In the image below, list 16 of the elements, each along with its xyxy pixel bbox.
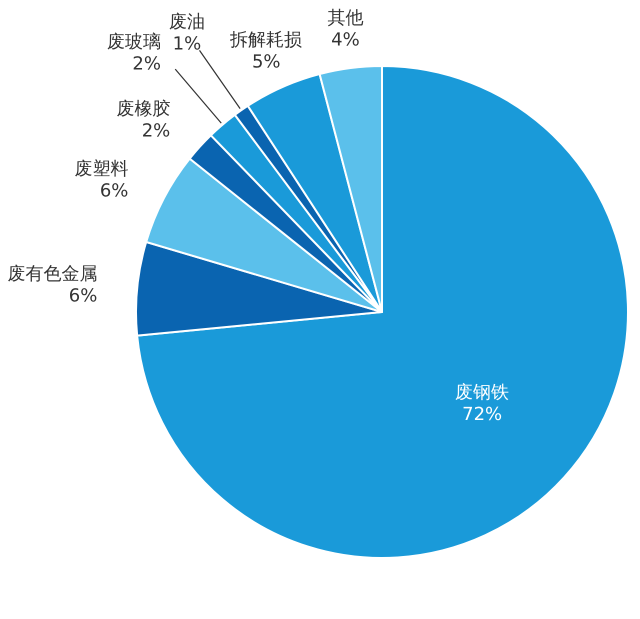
slice-label: 废橡胶 bbox=[116, 98, 170, 120]
data-label: 4% bbox=[331, 29, 360, 50]
slice-label: 废钢铁 bbox=[455, 382, 510, 403]
data-label: 5% bbox=[252, 51, 281, 72]
data-label: 1% bbox=[172, 33, 202, 54]
slice-label: 拆解耗损 bbox=[229, 29, 302, 50]
data-label: 2% bbox=[132, 53, 161, 74]
data-label: 6% bbox=[100, 180, 128, 202]
slice-label: 废塑料 bbox=[74, 158, 128, 180]
slice-label: 废油 bbox=[168, 11, 205, 32]
slice-label: 其他 bbox=[327, 7, 364, 28]
slice-label: 废玻璃 bbox=[106, 31, 161, 52]
slice-label: 废有色金属 bbox=[7, 264, 98, 285]
data-label: 2% bbox=[142, 120, 170, 142]
data-label: 72% bbox=[462, 404, 502, 425]
data-label: 6% bbox=[68, 286, 98, 307]
